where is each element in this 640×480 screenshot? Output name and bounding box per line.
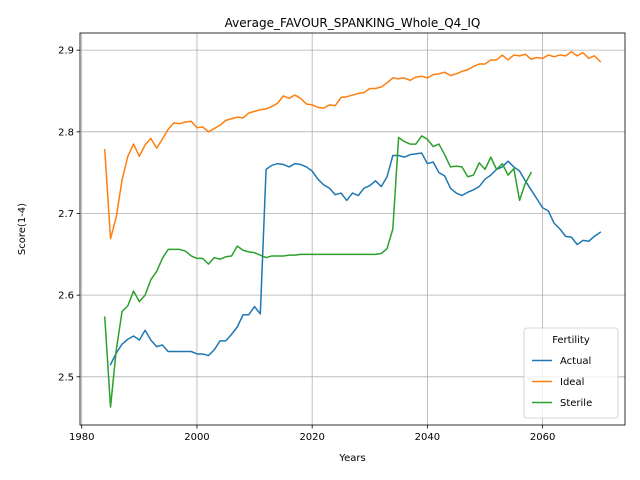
legend-label-sterile: Sterile [560, 398, 592, 409]
legend-box [523, 327, 619, 419]
chart-title: Average_FAVOUR_SPANKING_Whole_Q4_IQ [225, 16, 481, 30]
plot-frame [79, 32, 626, 426]
y-tick-label: 2.6 [58, 291, 74, 302]
y-tick-label: 2.5 [58, 372, 74, 383]
series-line-ideal [103, 51, 602, 240]
grid [80, 33, 625, 425]
legend-items: Actual Ideal Sterile [532, 356, 592, 409]
x-tick-label: 1980 [69, 432, 94, 443]
y-tick-label: 2.9 [58, 46, 74, 57]
x-tick-label: 2000 [184, 432, 209, 443]
y-tick-label: 2.7 [58, 209, 74, 220]
x-axis-label: Years [338, 453, 365, 464]
series-line-actual [109, 152, 602, 366]
y-tick-label: 2.8 [58, 127, 74, 138]
y-axis-ticks: 2.5 2.6 2.7 2.8 2.9 [58, 46, 80, 383]
series-lines [103, 51, 602, 408]
series-line-sterile [103, 135, 533, 408]
y-axis-label: Score(1-4) [17, 203, 28, 255]
x-axis-ticks: 1980 2000 2020 2040 2060 [69, 425, 555, 443]
legend-label-ideal: Ideal [560, 377, 584, 388]
legend-title: Fertility [552, 335, 590, 346]
legend: Fertility Actual Ideal Sterile [523, 327, 619, 419]
x-tick-label: 2020 [299, 432, 324, 443]
x-tick-label: 2060 [530, 432, 555, 443]
x-tick-label: 2040 [415, 432, 440, 443]
legend-label-actual: Actual [560, 356, 591, 367]
